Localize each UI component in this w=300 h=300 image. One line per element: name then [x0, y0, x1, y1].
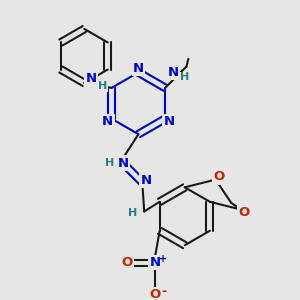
Text: N: N: [102, 115, 113, 128]
Text: N: N: [86, 72, 97, 85]
Text: N: N: [164, 115, 175, 128]
Text: O: O: [213, 170, 224, 183]
Text: -: -: [161, 285, 166, 298]
Text: O: O: [149, 288, 160, 300]
Text: N: N: [149, 256, 161, 269]
Text: N: N: [141, 174, 152, 187]
Text: O: O: [121, 256, 133, 269]
Text: N: N: [133, 62, 144, 75]
Text: N: N: [117, 157, 128, 170]
Text: H: H: [128, 208, 137, 218]
Text: +: +: [160, 254, 168, 264]
Text: H: H: [105, 158, 114, 168]
Text: N: N: [167, 66, 178, 79]
Text: H: H: [180, 72, 189, 82]
Text: H: H: [98, 81, 107, 92]
Text: O: O: [238, 206, 249, 219]
